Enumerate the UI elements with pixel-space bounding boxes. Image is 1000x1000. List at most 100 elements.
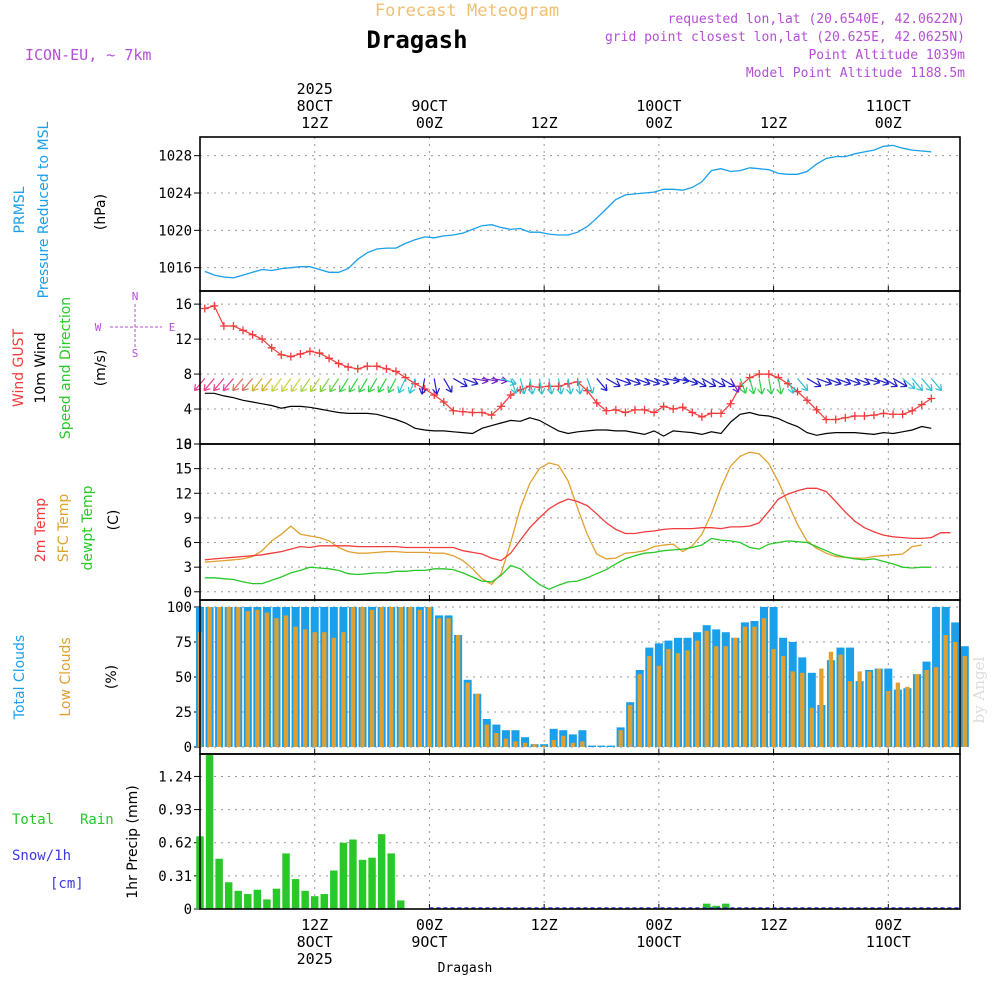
- low-cloud-bar: [570, 742, 575, 747]
- bottom-time-label: 12Z: [760, 916, 787, 934]
- gust-marker: [879, 409, 888, 418]
- rain-bar: [224, 882, 233, 909]
- compass-n: N: [132, 290, 139, 303]
- gust-marker: [487, 411, 496, 420]
- model-label: ICON-EU, ~ 7km: [25, 46, 151, 64]
- wind-direction-arrow: [300, 378, 311, 393]
- legend-rain: Rain: [80, 812, 114, 828]
- y-tick-label: 16: [175, 297, 192, 313]
- rain-bar: [263, 899, 271, 909]
- gust-marker: [783, 379, 792, 388]
- y-tick-label: 15: [175, 462, 192, 478]
- low-cloud-bar: [455, 635, 461, 747]
- gust-marker: [831, 415, 840, 424]
- gust-marker: [669, 405, 678, 414]
- wind-direction-arrow: [911, 378, 924, 392]
- low-cloud-bar: [656, 665, 662, 747]
- gust-marker: [344, 363, 353, 372]
- gust-marker: [621, 408, 630, 417]
- top-time-label: 9OCT: [411, 97, 447, 115]
- gust-marker: [764, 370, 773, 379]
- precip-label: 1hr Precip (mm): [125, 785, 141, 898]
- gust-marker: [325, 354, 334, 363]
- wind-direction-arrow: [261, 378, 273, 392]
- temp2m-line: [204, 487, 951, 562]
- rain-bar: [722, 903, 730, 909]
- low-cloud-bar: [647, 656, 652, 747]
- rain-bar: [358, 859, 367, 909]
- gust-marker: [286, 352, 295, 361]
- low-cloud-bar: [752, 626, 757, 747]
- gust-marker: [449, 406, 458, 415]
- low-cloud-bar: [207, 607, 212, 747]
- compass-rose: N S W E: [95, 290, 176, 360]
- low-cloud-bar: [245, 611, 250, 747]
- wind-direction-arrow: [377, 378, 387, 393]
- gust-marker: [793, 387, 802, 396]
- y-tick-label: 3: [184, 560, 192, 576]
- low-cloud-bar: [675, 653, 681, 747]
- gust-marker: [841, 413, 850, 422]
- y-tick-label: 1016: [158, 261, 192, 277]
- y-tick-label: 1.24: [158, 769, 192, 785]
- gust-marker: [382, 364, 391, 373]
- gust-marker: [535, 383, 544, 392]
- gust-marker: [869, 411, 878, 420]
- sfc-temp-line: [204, 451, 922, 586]
- wind-direction-arrow: [892, 377, 908, 388]
- top-time-label: 00Z: [416, 114, 443, 132]
- gust-marker: [697, 412, 706, 421]
- grid-point-coords: grid point closest lon,lat (20.625E, 42.…: [605, 30, 965, 45]
- y-tick-label: 100: [167, 600, 192, 616]
- gust-marker: [210, 301, 219, 310]
- gust-marker: [755, 370, 764, 379]
- rain-bar: [330, 870, 338, 909]
- rain-bar: [291, 879, 300, 909]
- low-cloud-bar: [771, 649, 776, 747]
- low-cloud-bar: [360, 607, 365, 747]
- low-cloud-bar: [895, 682, 901, 747]
- y-tick-label: 0.62: [158, 836, 192, 852]
- gust-marker: [917, 400, 926, 409]
- low-cloud-bar: [303, 629, 308, 747]
- total-cloud-bar: [511, 730, 520, 747]
- low-cloud-bar: [618, 730, 623, 747]
- low-cloud-bar: [341, 632, 346, 747]
- pressure-msl-label: Pressure Reduced to MSL: [36, 121, 52, 298]
- compass-w: W: [95, 321, 102, 334]
- wind10m-line: [204, 392, 932, 437]
- prmsl-line: [204, 144, 932, 279]
- rain-bar: [215, 858, 223, 909]
- low-cloud-bar: [446, 618, 451, 747]
- model-altitude: Model Point Altitude 1188.5m: [746, 66, 965, 81]
- bottom-time-label: 00Z: [645, 916, 672, 934]
- low-cloud-bar: [427, 607, 432, 747]
- rain-bar: [339, 842, 348, 909]
- low-cloud-bar: [226, 607, 231, 747]
- low-cloud-bar: [962, 656, 967, 747]
- wind-direction-arrow: [730, 378, 740, 393]
- wind-direction-arrow: [251, 378, 263, 392]
- gust-marker: [860, 412, 869, 421]
- low-cloud-bar: [847, 681, 853, 747]
- low-cloud-bar: [322, 632, 327, 747]
- bottom-time-label: 12Z: [531, 916, 558, 934]
- y-tick-label: 1024: [158, 186, 192, 202]
- low-cloud-bar: [780, 656, 786, 747]
- low-cloud-bar: [819, 668, 824, 747]
- y-tick-label: 18: [175, 437, 192, 453]
- wind-direction-arrow: [319, 378, 330, 393]
- total-cloud-bar: [607, 745, 616, 747]
- low-cloud-bar: [867, 671, 872, 747]
- wind-direction-arrow: [575, 378, 584, 395]
- top-time-label: 00Z: [645, 114, 672, 132]
- y-tick-label: 0.31: [158, 869, 192, 885]
- wind-direction-arrow: [290, 378, 301, 393]
- low-cloud-bar: [905, 686, 910, 747]
- wind-direction-arrow: [527, 378, 536, 395]
- wind-direction-arrow: [309, 378, 320, 393]
- gust-marker: [707, 409, 716, 418]
- gust-marker: [305, 347, 314, 356]
- low-cloud-bar: [914, 674, 920, 747]
- low-cloud-bar: [236, 607, 241, 747]
